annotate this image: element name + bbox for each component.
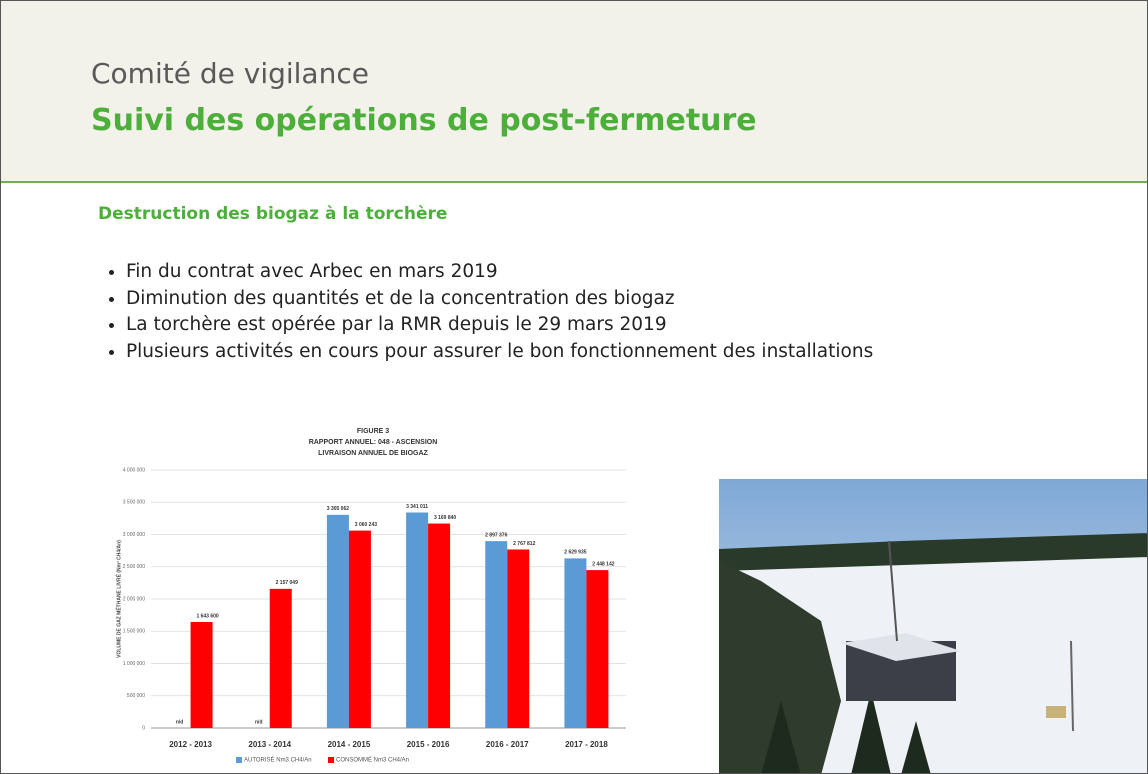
bar xyxy=(406,513,428,728)
y-axis-label: VOLUME DE GAZ MÉTHANE LIVRÉ (Nm³ CH4/An) xyxy=(114,540,122,658)
value-label: 3 169 840 xyxy=(434,515,456,521)
y-tick-label: 2 000 000 xyxy=(123,596,145,602)
x-tick-label: 2015 - 2016 xyxy=(407,740,450,749)
bar xyxy=(564,558,586,728)
y-tick-label: 1 000 000 xyxy=(123,661,145,667)
y-tick-label: 500 000 xyxy=(127,693,145,699)
value-label: 2 157 049 xyxy=(276,580,298,586)
x-tick-label: 2017 - 2018 xyxy=(565,740,608,749)
bar xyxy=(191,622,213,728)
bar xyxy=(428,524,450,728)
legend-label: CONSOMMÉ Nm3 CH4/An xyxy=(336,757,409,764)
x-tick-label: 2016 - 2017 xyxy=(486,740,529,749)
value-label: n/d xyxy=(176,719,184,725)
value-label: n/d xyxy=(255,719,263,725)
value-label: 1 643 600 xyxy=(196,613,218,619)
y-tick-label: 4 000 000 xyxy=(123,467,145,473)
value-label: 2 448 142 xyxy=(592,561,614,567)
bar xyxy=(327,515,349,728)
value-label: 3 060 243 xyxy=(355,522,377,528)
legend-label: AUTORISÉ Nm3 CH4/An xyxy=(244,757,312,764)
legend-swatch xyxy=(236,757,242,763)
figure-title: LIVRAISON ANNUEL DE BIOGAZ xyxy=(318,450,428,457)
legend-swatch xyxy=(328,757,334,763)
figure-title: RAPPORT ANNUEL: 048 - ASCENSION xyxy=(309,439,438,446)
value-label: 2 767 812 xyxy=(513,541,535,547)
y-tick-label: 3 500 000 xyxy=(123,500,145,506)
y-tick-label: 0 xyxy=(142,725,145,731)
slide: Comité de vigilance Suivi des opérations… xyxy=(0,0,1148,774)
bar xyxy=(270,589,292,728)
y-tick-label: 1 500 000 xyxy=(123,629,145,635)
x-tick-label: 2012 - 2013 xyxy=(169,740,212,749)
y-tick-label: 3 000 000 xyxy=(123,532,145,538)
figure-title: FIGURE 3 xyxy=(357,428,389,435)
bar xyxy=(586,570,608,728)
bar xyxy=(349,531,371,728)
value-label: 2 897 376 xyxy=(485,532,507,538)
chart: FIGURE 3 RAPPORT ANNUEL: 048 - ASCENSION… xyxy=(1,1,1147,773)
value-label: 3 341 011 xyxy=(406,504,428,510)
bar xyxy=(485,541,507,728)
x-tick-label: 2014 - 2015 xyxy=(328,740,371,749)
x-tick-label: 2013 - 2014 xyxy=(248,740,291,749)
value-label: 3 305 062 xyxy=(327,506,349,512)
y-tick-label: 2 500 000 xyxy=(123,564,145,570)
bar xyxy=(507,549,529,728)
value-label: 2 629 935 xyxy=(564,550,586,556)
